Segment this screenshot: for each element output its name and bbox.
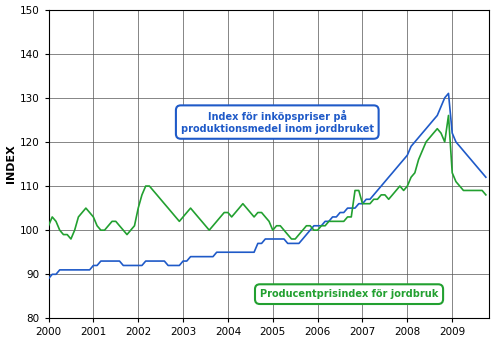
Text: Producentprisindex för jordbruk: Producentprisindex för jordbruk	[260, 289, 438, 299]
Y-axis label: INDEX: INDEX	[5, 145, 15, 184]
Text: Index för inköpspriser på
produktionsmedel inom jordbruket: Index för inköpspriser på produktionsmed…	[181, 110, 374, 134]
